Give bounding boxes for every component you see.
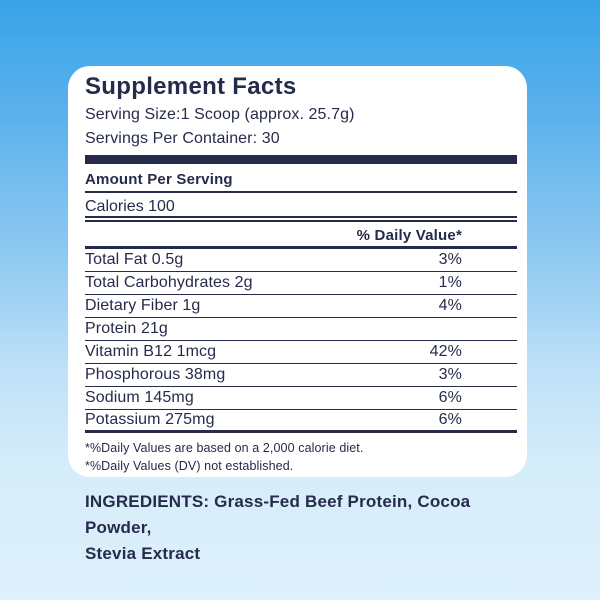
- nutrition-rows: Total Fat 0.5g 3% Total Carbohydrates 2g…: [85, 249, 517, 433]
- servings-per-container-text: Servings Per Container: 30: [85, 130, 280, 147]
- table-row-total-carbohydrates: Total Carbohydrates 2g 1%: [85, 272, 517, 295]
- supplement-facts-card: Supplement Facts Serving Size:1 Scoop (a…: [68, 66, 527, 477]
- row-label: Total Fat 0.5g: [85, 251, 184, 268]
- row-label: Sodium 145mg: [85, 389, 194, 406]
- supplement-facts-title: Supplement Facts: [85, 73, 297, 100]
- table-row-protein: Protein 21g: [85, 318, 517, 341]
- table-row-sodium: Sodium 145mg 6%: [85, 387, 517, 410]
- row-label: Potassium 275mg: [85, 411, 215, 428]
- row-value: 1%: [438, 274, 462, 291]
- row-value: 6%: [438, 411, 462, 428]
- row-value: 42%: [429, 343, 462, 360]
- table-row-potassium: Potassium 275mg 6%: [85, 410, 517, 433]
- ingredients-line-2: Stevia Extract: [85, 544, 201, 563]
- row-value: 3%: [438, 251, 462, 268]
- ingredients-text: INGREDIENTS: Grass-Fed Beef Protein, Coc…: [85, 489, 535, 567]
- row-label: Vitamin B12 1mcg: [85, 343, 217, 360]
- row-label: Total Carbohydrates 2g: [85, 274, 253, 291]
- ingredients-line-1: INGREDIENTS: Grass-Fed Beef Protein, Coc…: [85, 492, 471, 537]
- daily-value-heading: % Daily Value*: [85, 222, 517, 249]
- table-row-phosphorous: Phosphorous 38mg 3%: [85, 364, 517, 387]
- footnote-dv-not-established: *%Daily Values (DV) not established.: [85, 459, 294, 473]
- table-row-dietary-fiber: Dietary Fiber 1g 4%: [85, 295, 517, 318]
- row-value: 6%: [438, 389, 462, 406]
- thick-divider-bar: [85, 155, 517, 164]
- footnotes: *%Daily Values are based on a 2,000 calo…: [85, 433, 517, 474]
- row-label: Dietary Fiber 1g: [85, 297, 201, 314]
- row-value: 3%: [438, 366, 462, 383]
- row-value: 4%: [438, 297, 462, 314]
- double-divider: [85, 216, 517, 222]
- table-row-total-fat: Total Fat 0.5g 3%: [85, 249, 517, 272]
- amount-per-serving-heading: Amount Per Serving: [85, 164, 517, 193]
- row-label: Protein 21g: [85, 320, 168, 337]
- footnote-daily-values: *%Daily Values are based on a 2,000 calo…: [85, 441, 364, 455]
- serving-size-text: Serving Size:1 Scoop (approx. 25.7g): [85, 106, 355, 123]
- calories-text: Calories 100: [85, 198, 175, 215]
- row-label: Phosphorous 38mg: [85, 366, 226, 383]
- table-row-vitamin-b12: Vitamin B12 1mcg 42%: [85, 341, 517, 364]
